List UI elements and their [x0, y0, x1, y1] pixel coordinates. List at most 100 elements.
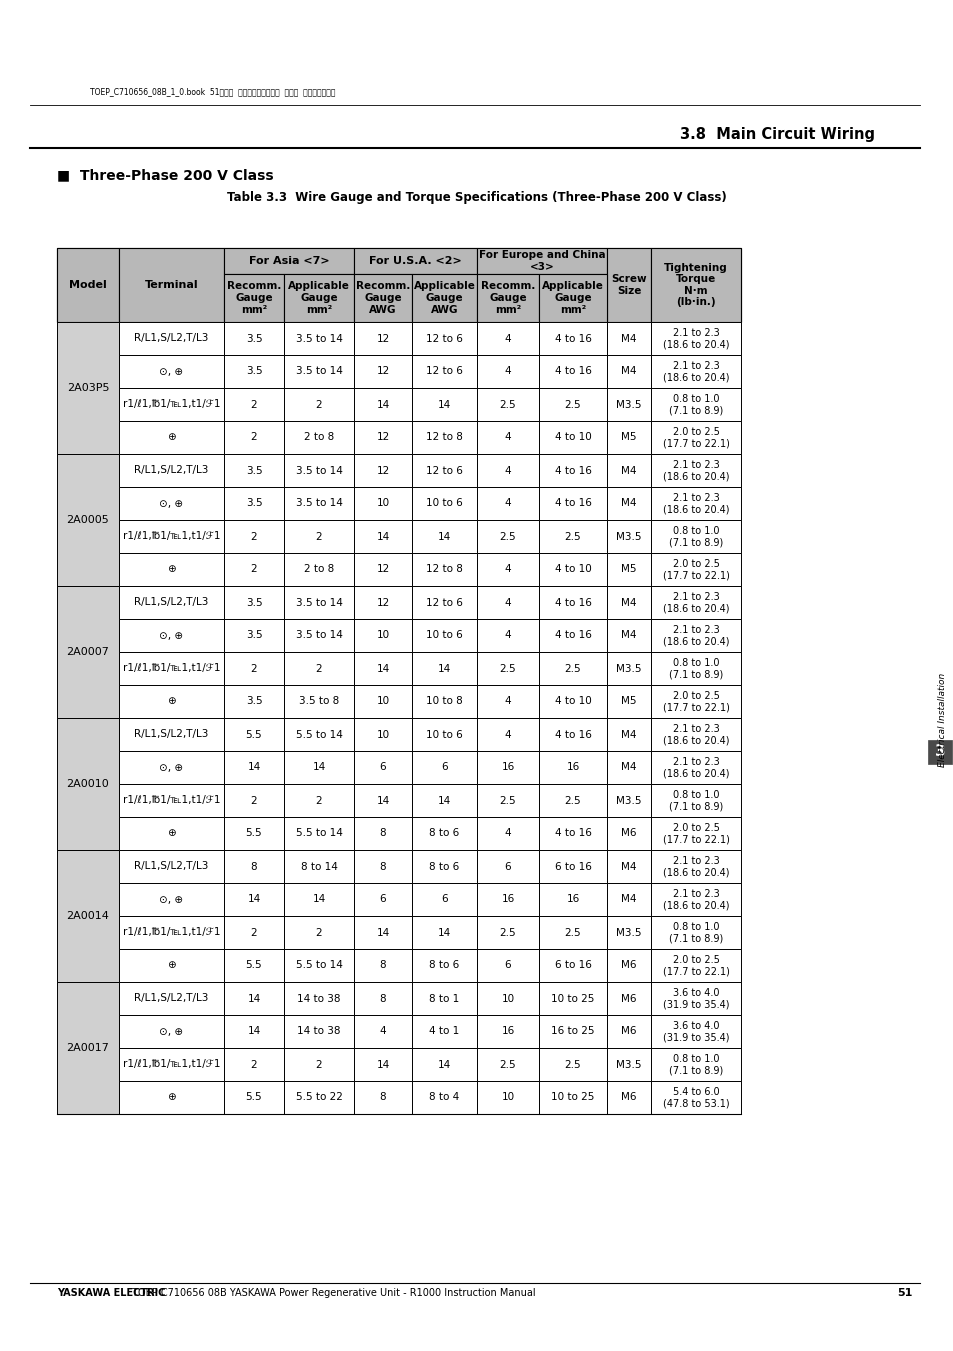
- Text: 4: 4: [504, 334, 511, 343]
- Bar: [476, 653, 538, 685]
- Text: R/L1,S/L2,T/L3: R/L1,S/L2,T/L3: [134, 466, 209, 476]
- Text: 3.5 to 8: 3.5 to 8: [298, 697, 338, 707]
- Bar: [538, 1081, 606, 1115]
- Bar: [412, 817, 476, 850]
- Text: Tightening
Torque
N·m
(lb·in.): Tightening Torque N·m (lb·in.): [663, 262, 727, 308]
- Text: 4: 4: [504, 597, 511, 608]
- Text: 2: 2: [251, 663, 257, 674]
- Bar: [538, 274, 606, 322]
- Text: ⊕: ⊕: [167, 961, 175, 970]
- Text: 2.0 to 2.5
(17.7 to 22.1): 2.0 to 2.5 (17.7 to 22.1): [662, 559, 729, 581]
- Bar: [606, 586, 650, 619]
- Bar: [606, 948, 650, 982]
- Bar: [354, 249, 476, 274]
- Text: 5.5 to 14: 5.5 to 14: [295, 828, 342, 839]
- Bar: [284, 948, 354, 982]
- Text: 2.5: 2.5: [499, 928, 516, 938]
- Bar: [412, 784, 476, 817]
- Bar: [354, 653, 412, 685]
- Text: 2: 2: [251, 531, 257, 542]
- Bar: [354, 619, 412, 653]
- Text: 4 to 16: 4 to 16: [554, 631, 591, 640]
- Text: 2.5: 2.5: [499, 1059, 516, 1070]
- Bar: [224, 454, 284, 486]
- Bar: [412, 520, 476, 553]
- Bar: [224, 982, 284, 1015]
- Bar: [412, 355, 476, 388]
- Text: 14: 14: [376, 400, 389, 409]
- Bar: [412, 653, 476, 685]
- Text: Table 3.3  Wire Gauge and Torque Specifications (Three-Phase 200 V Class): Table 3.3 Wire Gauge and Torque Specific…: [227, 192, 726, 204]
- Text: 3.5: 3.5: [246, 597, 262, 608]
- Bar: [284, 982, 354, 1015]
- Bar: [538, 355, 606, 388]
- Bar: [224, 486, 284, 520]
- Text: 2.5: 2.5: [499, 796, 516, 805]
- Bar: [650, 1015, 740, 1048]
- Bar: [224, 817, 284, 850]
- Bar: [284, 1081, 354, 1115]
- Bar: [606, 982, 650, 1015]
- Bar: [284, 916, 354, 948]
- Text: 14: 14: [437, 796, 451, 805]
- Text: 14: 14: [247, 762, 260, 773]
- Bar: [606, 249, 650, 322]
- Bar: [224, 916, 284, 948]
- Bar: [606, 751, 650, 784]
- Text: 14: 14: [376, 663, 389, 674]
- Bar: [224, 388, 284, 422]
- Bar: [476, 586, 538, 619]
- Text: M5: M5: [620, 565, 636, 574]
- Text: 12: 12: [376, 366, 389, 377]
- Bar: [538, 948, 606, 982]
- Text: 4: 4: [504, 565, 511, 574]
- Bar: [284, 653, 354, 685]
- Bar: [119, 454, 224, 486]
- Bar: [412, 1048, 476, 1081]
- Text: M3.5: M3.5: [616, 531, 641, 542]
- Text: 2: 2: [315, 796, 322, 805]
- Text: 2 to 8: 2 to 8: [304, 432, 334, 443]
- Text: M5: M5: [620, 697, 636, 707]
- Bar: [354, 1048, 412, 1081]
- Bar: [284, 355, 354, 388]
- Bar: [606, 553, 650, 586]
- Text: 8 to 6: 8 to 6: [429, 828, 459, 839]
- Bar: [412, 685, 476, 717]
- Bar: [476, 685, 538, 717]
- Text: 3.5: 3.5: [246, 499, 262, 508]
- Bar: [412, 884, 476, 916]
- Text: 2.5: 2.5: [499, 400, 516, 409]
- Bar: [224, 717, 284, 751]
- Bar: [538, 1015, 606, 1048]
- Text: M6: M6: [620, 993, 636, 1004]
- Text: 12 to 6: 12 to 6: [426, 466, 462, 476]
- Text: 51: 51: [897, 1288, 912, 1298]
- Bar: [224, 884, 284, 916]
- Text: 5.5: 5.5: [246, 730, 262, 739]
- Bar: [119, 784, 224, 817]
- Text: M4: M4: [620, 631, 636, 640]
- Bar: [538, 520, 606, 553]
- Text: 2.1 to 2.3
(18.6 to 20.4): 2.1 to 2.3 (18.6 to 20.4): [662, 757, 728, 778]
- Bar: [412, 619, 476, 653]
- Bar: [412, 717, 476, 751]
- Bar: [476, 817, 538, 850]
- Text: 12: 12: [376, 334, 389, 343]
- Text: 2: 2: [315, 531, 322, 542]
- Text: Screw
Size: Screw Size: [611, 274, 646, 296]
- Bar: [606, 388, 650, 422]
- Text: R/L1,S/L2,T/L3: R/L1,S/L2,T/L3: [134, 993, 209, 1004]
- Text: 3.6 to 4.0
(31.9 to 35.4): 3.6 to 4.0 (31.9 to 35.4): [662, 1021, 728, 1043]
- Text: 14: 14: [376, 1059, 389, 1070]
- Text: 4: 4: [504, 432, 511, 443]
- Text: 12 to 6: 12 to 6: [426, 597, 462, 608]
- Bar: [650, 653, 740, 685]
- Text: 2: 2: [251, 796, 257, 805]
- Text: 2: 2: [315, 663, 322, 674]
- Text: 16: 16: [566, 762, 579, 773]
- Bar: [354, 751, 412, 784]
- Text: 4 to 10: 4 to 10: [554, 565, 591, 574]
- Text: For U.S.A. <2>: For U.S.A. <2>: [369, 255, 461, 266]
- Bar: [284, 850, 354, 884]
